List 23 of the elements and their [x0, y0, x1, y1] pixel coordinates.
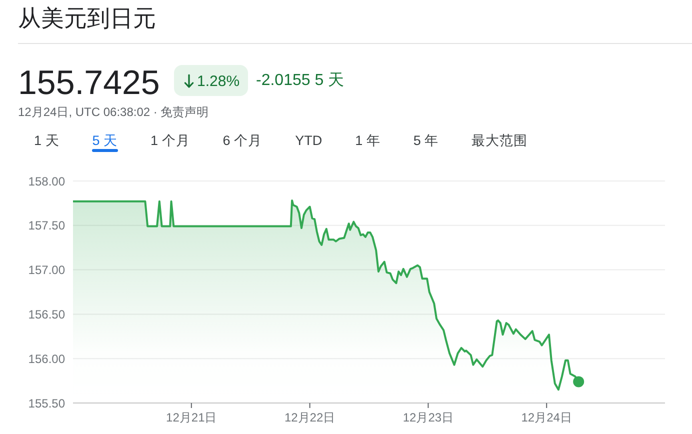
x-tick-label: 12月23日 — [402, 410, 454, 425]
x-tick-label: 12月24日 — [521, 410, 572, 425]
text: 5 年 — [413, 132, 439, 148]
x-tick-label: 12月21日 — [166, 410, 217, 425]
text: 1 个月 — [150, 132, 190, 148]
y-tick-label: 157.50 — [28, 218, 66, 233]
chart-title: 从美元到日元 — [18, 5, 156, 31]
x-tick-label: 12月22日 — [284, 410, 336, 425]
text: 12月24日, UTC 06:38:02 · 免责声明 — [18, 105, 209, 119]
y-tick-label: 156.50 — [28, 307, 66, 322]
y-tick-label: 157.00 — [28, 263, 66, 278]
text: 1 年 — [355, 132, 380, 148]
y-tick-label: 155.50 — [28, 396, 66, 410]
text: YTD — [295, 132, 322, 148]
text: 1 天 — [34, 132, 60, 148]
text: 最大范围 — [472, 132, 528, 148]
text: 6 个月 — [222, 132, 262, 148]
text: -2.0155 5 天 — [256, 72, 344, 89]
y-tick-label: 156.00 — [28, 352, 66, 366]
pill-badge: 1.28% — [174, 65, 248, 96]
text: 5 天 — [92, 132, 118, 148]
text: 155.7425 — [18, 64, 160, 102]
y-tick-label: 158.00 — [28, 174, 66, 188]
